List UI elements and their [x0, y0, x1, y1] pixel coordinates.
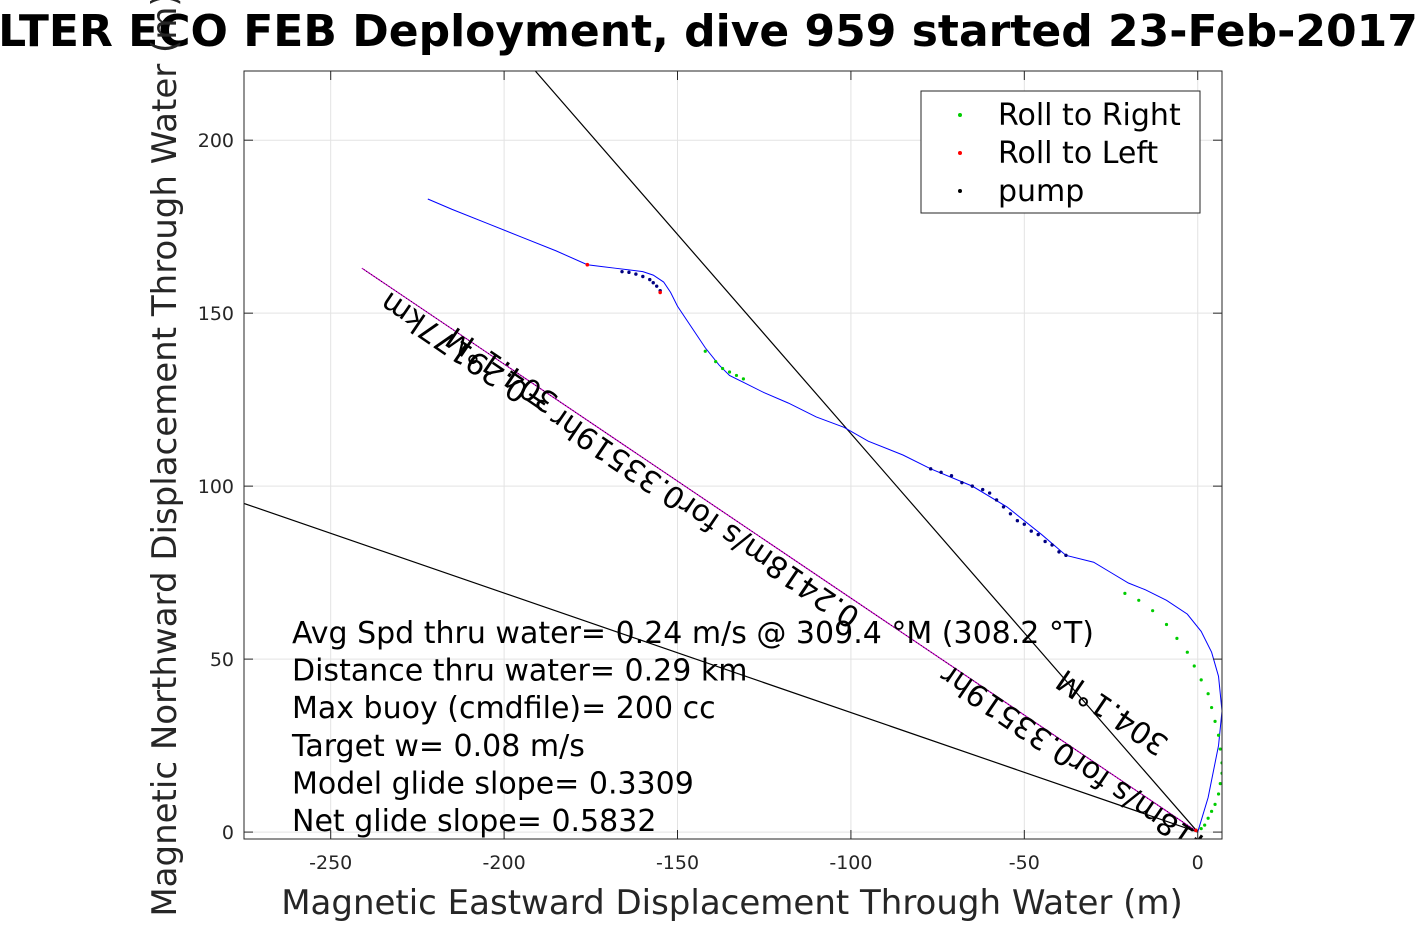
roll-right-point	[1199, 827, 1203, 831]
y-tick-label: 50	[210, 649, 234, 671]
plot-box	[243, 70, 1223, 840]
y-tick-label: 100	[198, 476, 234, 498]
pump-point	[641, 274, 645, 279]
stat-line: Net glide slope= 0.5832	[292, 804, 656, 839]
stat-line: Distance thru water= 0.29 km	[292, 654, 747, 689]
track-line	[427, 198, 1222, 833]
roll-right-point	[703, 349, 707, 353]
pump-point	[960, 480, 964, 485]
legend-marker	[958, 189, 962, 193]
roll-right-point	[741, 377, 746, 381]
roll-left-point	[658, 290, 662, 295]
legend-label: Roll to Right	[998, 98, 1181, 133]
roll-right-point	[1192, 664, 1196, 668]
pump-point	[1022, 522, 1027, 526]
line-b	[534, 71, 1199, 833]
x-tick-label: -200	[483, 852, 526, 874]
pump-point	[1057, 550, 1061, 554]
y-axis-label: Magnetic Northward Displacement Through …	[145, 0, 185, 917]
roll-right-point	[1199, 678, 1203, 682]
pump-point	[648, 277, 652, 282]
y-tick-label: 150	[198, 303, 234, 325]
pump-point	[949, 474, 954, 478]
roll-right-point	[1123, 591, 1127, 595]
y-tick-label: 200	[198, 130, 234, 152]
roll-right-point	[1213, 802, 1217, 807]
legend-label: Roll to Left	[998, 136, 1158, 171]
pump-point	[634, 272, 638, 276]
pump-point	[994, 498, 999, 502]
pump-point	[1050, 543, 1054, 547]
roll-right-point	[720, 366, 725, 371]
stat-line: Target w= 0.08 m/s	[291, 729, 585, 764]
x-tick-label: -50	[1009, 852, 1040, 874]
pump-point	[981, 487, 985, 492]
roll-right-point	[727, 370, 732, 374]
pump-point	[655, 284, 659, 288]
pump-point	[1008, 512, 1013, 516]
roll-right-point	[1209, 809, 1214, 813]
roll-right-point	[1206, 692, 1210, 696]
roll-right-point	[1164, 622, 1169, 627]
chart-title: LTER ECO FEB Deployment, dive 959 starte…	[0, 6, 1417, 57]
roll-right-point	[1185, 650, 1189, 654]
pump-point	[1043, 539, 1047, 544]
roll-right-point	[1175, 636, 1179, 640]
stats-block: Avg Spd thru water= 0.24 m/s @ 309.4 °M …	[291, 616, 1094, 839]
ticks: -250 -200 -150 -100 -50 0 0 50 100 150 200	[198, 71, 1222, 874]
x-axis-label: Magnetic Eastward Displacement Through W…	[281, 883, 1183, 923]
legend-label: pump	[998, 174, 1084, 209]
roll-right-point	[714, 359, 718, 364]
pump-point	[1064, 553, 1068, 558]
legend-marker	[958, 151, 962, 155]
pump-point	[987, 491, 992, 495]
x-tick-label: -150	[656, 852, 699, 874]
roll-right-point	[1203, 823, 1207, 827]
x-tick-label: -100	[829, 852, 872, 874]
roll-right-point	[1216, 792, 1221, 796]
x-tick-label: 0	[1192, 852, 1204, 874]
stat-line: Avg Spd thru water= 0.24 m/s @ 309.4 °M …	[292, 616, 1094, 651]
pump-point	[1001, 505, 1006, 509]
roll-right-point	[1206, 816, 1210, 820]
pump-point	[1036, 532, 1040, 537]
roll-right-point	[734, 373, 739, 378]
stat-line: Max buoy (cmdfile)= 200 cc	[292, 691, 716, 726]
pump-point	[1015, 519, 1020, 523]
roll-right-point	[1213, 719, 1217, 723]
roll-right-point	[1151, 609, 1155, 613]
x-tick-label: -250	[309, 852, 352, 874]
stat-line: Model glide slope= 0.3309	[292, 766, 694, 801]
pump-point	[928, 467, 933, 471]
pump-point	[620, 269, 624, 274]
legend-box	[920, 90, 1201, 214]
pump-point	[970, 484, 974, 488]
roll-right-point	[1137, 598, 1141, 602]
roll-right-point	[1218, 782, 1222, 786]
roll-left-point	[1194, 828, 1198, 833]
line-a	[361, 267, 1198, 833]
roll-left-point	[585, 262, 590, 267]
pump-point	[1029, 529, 1033, 533]
legend-marker	[958, 113, 962, 117]
pump-point	[939, 470, 943, 474]
roll-right-point	[1216, 733, 1221, 737]
y-tick-label: 0	[222, 822, 234, 844]
pump-point	[651, 281, 655, 285]
roll-right-point	[1209, 705, 1214, 710]
line-c	[244, 502, 1198, 833]
roll-right-point	[1218, 747, 1222, 751]
pump-point	[627, 270, 631, 275]
